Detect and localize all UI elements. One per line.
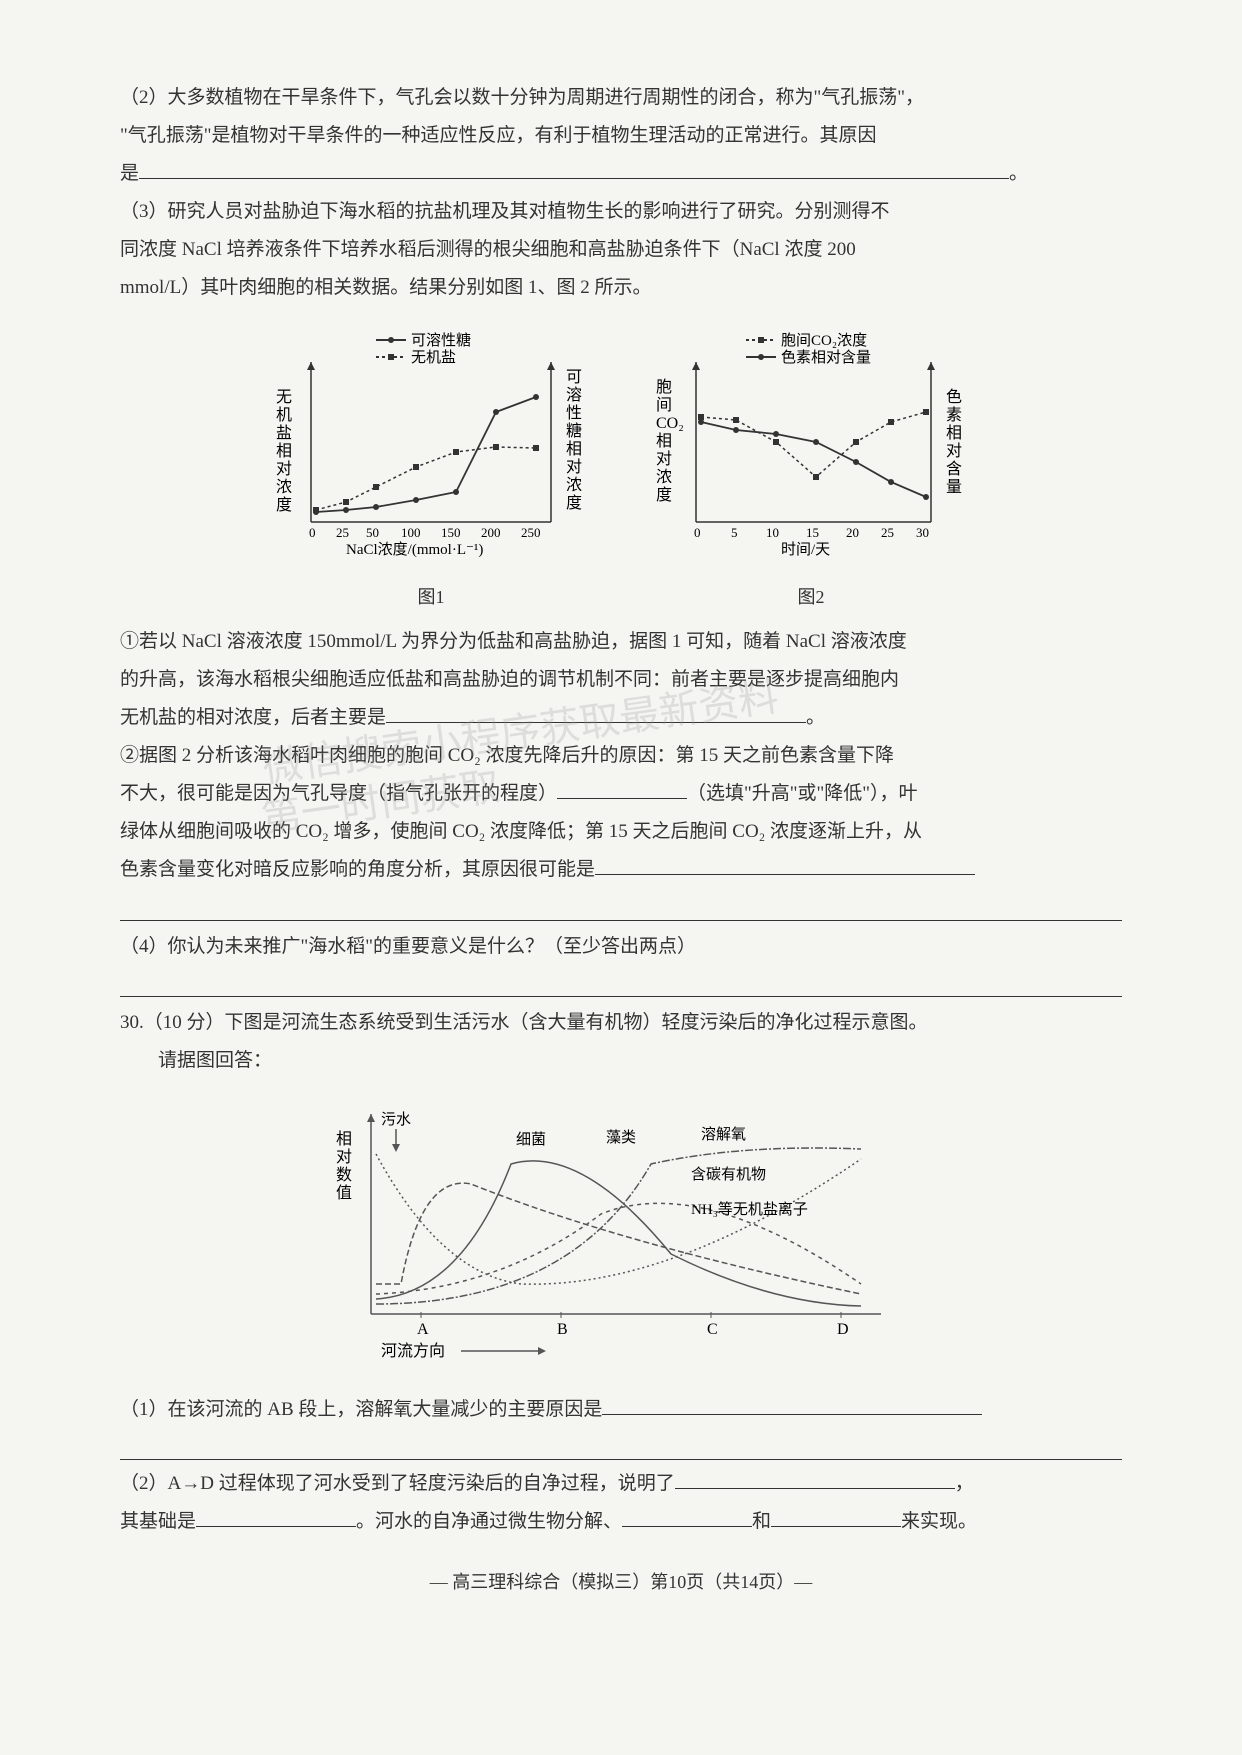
q30-sub2-blank1[interactable] xyxy=(675,1467,955,1489)
chart2-svg: 胞间CO₂相对浓度 色素相对含量 胞间CO₂浓度 色素相对含量 xyxy=(641,322,981,562)
svg-text:25: 25 xyxy=(881,525,894,540)
q30-sub2-2: 其基础是 xyxy=(120,1511,196,1532)
q30-sub2-1: （2）A→D 过程体现了河水受到了轻度污染后的自净过程，说明了 xyxy=(120,1473,675,1494)
q30-sub2-3: 。河水的自净通过微生物分解、 xyxy=(356,1511,622,1532)
svg-text:15: 15 xyxy=(806,525,819,540)
q30-sub2b: 其基础是 。河水的自净通过微生物分解、 和 来实现。 xyxy=(120,1504,1122,1540)
q3-line3: mmol/L）其叶肉细胞的相关数据。结果分别如图 1、图 2 所示。 xyxy=(120,270,1122,306)
svg-text:10: 10 xyxy=(766,525,779,540)
river-label-algae: 藻类 xyxy=(606,1129,636,1146)
charts-row: 无机盐相对浓度 可溶性糖相对浓度 可溶性糖 无机盐 xyxy=(120,322,1122,614)
q3-sub1-blank[interactable] xyxy=(386,701,806,723)
q2-prefix: 是 xyxy=(120,163,139,184)
river-label-bacteria: 细菌 xyxy=(516,1131,546,1148)
chart2-legend1: 胞间CO₂浓度 xyxy=(781,332,867,349)
page-footer: — 高三理科综合（模拟三）第10页（共14页）— xyxy=(120,1565,1122,1599)
q30-intro1: 30.（10 分）下图是河流生态系统受到生活污水（含大量有机物）轻度污染后的净化… xyxy=(120,1005,1122,1041)
river-chart-container: 相对数值 污水 溶解氧 含碳有机物 细菌 藻类 NH₃等无机盐离子 xyxy=(321,1094,921,1377)
chart2-ylabel-right: 色素相对含量 xyxy=(946,388,962,496)
q3-sub2-blank1[interactable] xyxy=(557,777,687,799)
chart2-caption: 图2 xyxy=(641,580,981,614)
q2-line3: 是。 xyxy=(120,156,1122,192)
q3-sub2-fill: （选填"升高"或"降低"），叶 xyxy=(687,783,918,804)
river-ylabel: 相对数值 xyxy=(336,1130,352,1202)
q2-line2: "气孔振荡"是植物对干旱条件的一种适应性反应，有利于植物生理活动的正常进行。其原… xyxy=(120,118,1122,154)
q30-sub1-blank[interactable] xyxy=(602,1393,982,1415)
q30-sub2-blank2[interactable] xyxy=(196,1505,356,1527)
svg-text:0: 0 xyxy=(309,525,316,540)
chart2-ylabel-left: 胞间CO₂相对浓度 xyxy=(656,378,684,504)
chart1-container: 无机盐相对浓度 可溶性糖相对浓度 可溶性糖 无机盐 xyxy=(261,322,601,614)
svg-text:5: 5 xyxy=(731,525,738,540)
q30-sub1: （1）在该河流的 AB 段上，溶解氧大量减少的主要原因是 xyxy=(120,1392,1122,1428)
river-label-inorganic: NH₃等无机盐离子 xyxy=(691,1200,808,1218)
q30-sub1-text: （1）在该河流的 AB 段上，溶解氧大量减少的主要原因是 xyxy=(120,1399,602,1420)
svg-text:200: 200 xyxy=(481,525,501,540)
river-chart-svg: 相对数值 污水 溶解氧 含碳有机物 细菌 藻类 NH₃等无机盐离子 xyxy=(321,1094,921,1364)
chart1-svg: 无机盐相对浓度 可溶性糖相对浓度 可溶性糖 无机盐 xyxy=(261,322,601,562)
chart1-legend1: 可溶性糖 xyxy=(411,332,471,349)
q30-sub2-4: 和 xyxy=(752,1511,771,1532)
chart2-legend2: 色素相对含量 xyxy=(781,349,871,366)
svg-text:150: 150 xyxy=(441,525,461,540)
q3-sub2-blank2[interactable] xyxy=(595,853,975,875)
q3-sub2-4: 色素含量变化对暗反应影响的角度分析，其原因很可能是 xyxy=(120,852,1122,888)
q30-sub2: （2）A→D 过程体现了河水受到了轻度污染后的自净过程，说明了， xyxy=(120,1466,1122,1502)
svg-text:100: 100 xyxy=(401,525,421,540)
svg-text:B: B xyxy=(557,1321,568,1338)
q3-sub2-blank3[interactable] xyxy=(120,891,1122,921)
svg-text:25: 25 xyxy=(336,525,349,540)
q3-sub2-2: 不大，很可能是因为气孔导度（指气孔张开的程度） （选填"升高"或"降低"），叶 xyxy=(120,776,1122,812)
q30-sub2-5: 来实现。 xyxy=(901,1511,977,1532)
q3-sub2-1: ②据图 2 分析该海水稻叶肉细胞的胞间 CO₂ 浓度先降后升的原因：第 15 天… xyxy=(120,738,1122,774)
chart1-ylabel-right: 可溶性糖相对浓度 xyxy=(566,369,582,512)
q30-intro2: 请据图回答： xyxy=(120,1043,1122,1079)
river-label-organic: 含碳有机物 xyxy=(691,1166,766,1183)
q4-blank[interactable] xyxy=(120,967,1122,997)
svg-text:D: D xyxy=(837,1321,849,1338)
svg-text:50: 50 xyxy=(366,525,379,540)
q3-line2: 同浓度 NaCl 培养液条件下培养水稻后测得的根尖细胞和高盐胁迫条件下（NaCl… xyxy=(120,232,1122,268)
chart1-ylabel-left: 无机盐相对浓度 xyxy=(276,389,292,514)
q3-sub2-4-prefix: 色素含量变化对暗反应影响的角度分析，其原因很可能是 xyxy=(120,859,595,880)
svg-text:250: 250 xyxy=(521,525,541,540)
svg-text:0: 0 xyxy=(694,525,701,540)
chart1-xlabel: NaCl浓度/(mmol·L⁻¹) xyxy=(346,541,483,558)
chart1-caption: 图1 xyxy=(261,580,601,614)
chart1-legend2: 无机盐 xyxy=(411,349,456,366)
q3-sub1-prefix: 无机盐的相对浓度，后者主要是 xyxy=(120,707,386,728)
svg-text:30: 30 xyxy=(916,525,929,540)
q3-sub2-3: 绿体从细胞间吸收的 CO₂ 增多，使胞间 CO₂ 浓度降低；第 15 天之后胞间… xyxy=(120,814,1122,850)
q2-line1: （2）大多数植物在干旱条件下，气孔会以数十分钟为周期进行周期性的闭合，称为"气孔… xyxy=(120,80,1122,116)
q30-sub1-blank2[interactable] xyxy=(120,1430,1122,1460)
svg-text:A: A xyxy=(417,1321,429,1338)
chart2-xlabel: 时间/天 xyxy=(781,541,830,558)
q30-sub2-blank3[interactable] xyxy=(622,1505,752,1527)
river-xlabel: 河流方向 xyxy=(381,1342,445,1360)
q4-text: （4）你认为未来推广"海水稻"的重要意义是什么？（至少答出两点） xyxy=(120,929,1122,965)
q2-blank[interactable] xyxy=(139,157,1009,179)
q3-line1: （3）研究人员对盐胁迫下海水稻的抗盐机理及其对植物生长的影响进行了研究。分别测得… xyxy=(120,194,1122,230)
river-label-sewage: 污水 xyxy=(381,1111,411,1128)
river-label-oxygen: 溶解氧 xyxy=(701,1126,746,1143)
q3-sub1-2: 的升高，该海水稻根尖细胞适应低盐和高盐胁迫的调节机制不同：前者主要是逐步提高细胞… xyxy=(120,662,1122,698)
page-content: （2）大多数植物在干旱条件下，气孔会以数十分钟为周期进行周期性的闭合，称为"气孔… xyxy=(120,80,1122,1599)
q3-sub1-1: ①若以 NaCl 溶液浓度 150mmol/L 为界分为低盐和高盐胁迫，据图 1… xyxy=(120,624,1122,660)
q3-sub1-3: 无机盐的相对浓度，后者主要是。 xyxy=(120,700,1122,736)
q30-sub2-blank4[interactable] xyxy=(771,1505,901,1527)
svg-text:C: C xyxy=(707,1321,718,1338)
chart2-container: 胞间CO₂相对浓度 色素相对含量 胞间CO₂浓度 色素相对含量 xyxy=(641,322,981,614)
svg-text:20: 20 xyxy=(846,525,859,540)
q3-sub2-prefix: 不大，很可能是因为气孔导度（指气孔张开的程度） xyxy=(120,783,557,804)
